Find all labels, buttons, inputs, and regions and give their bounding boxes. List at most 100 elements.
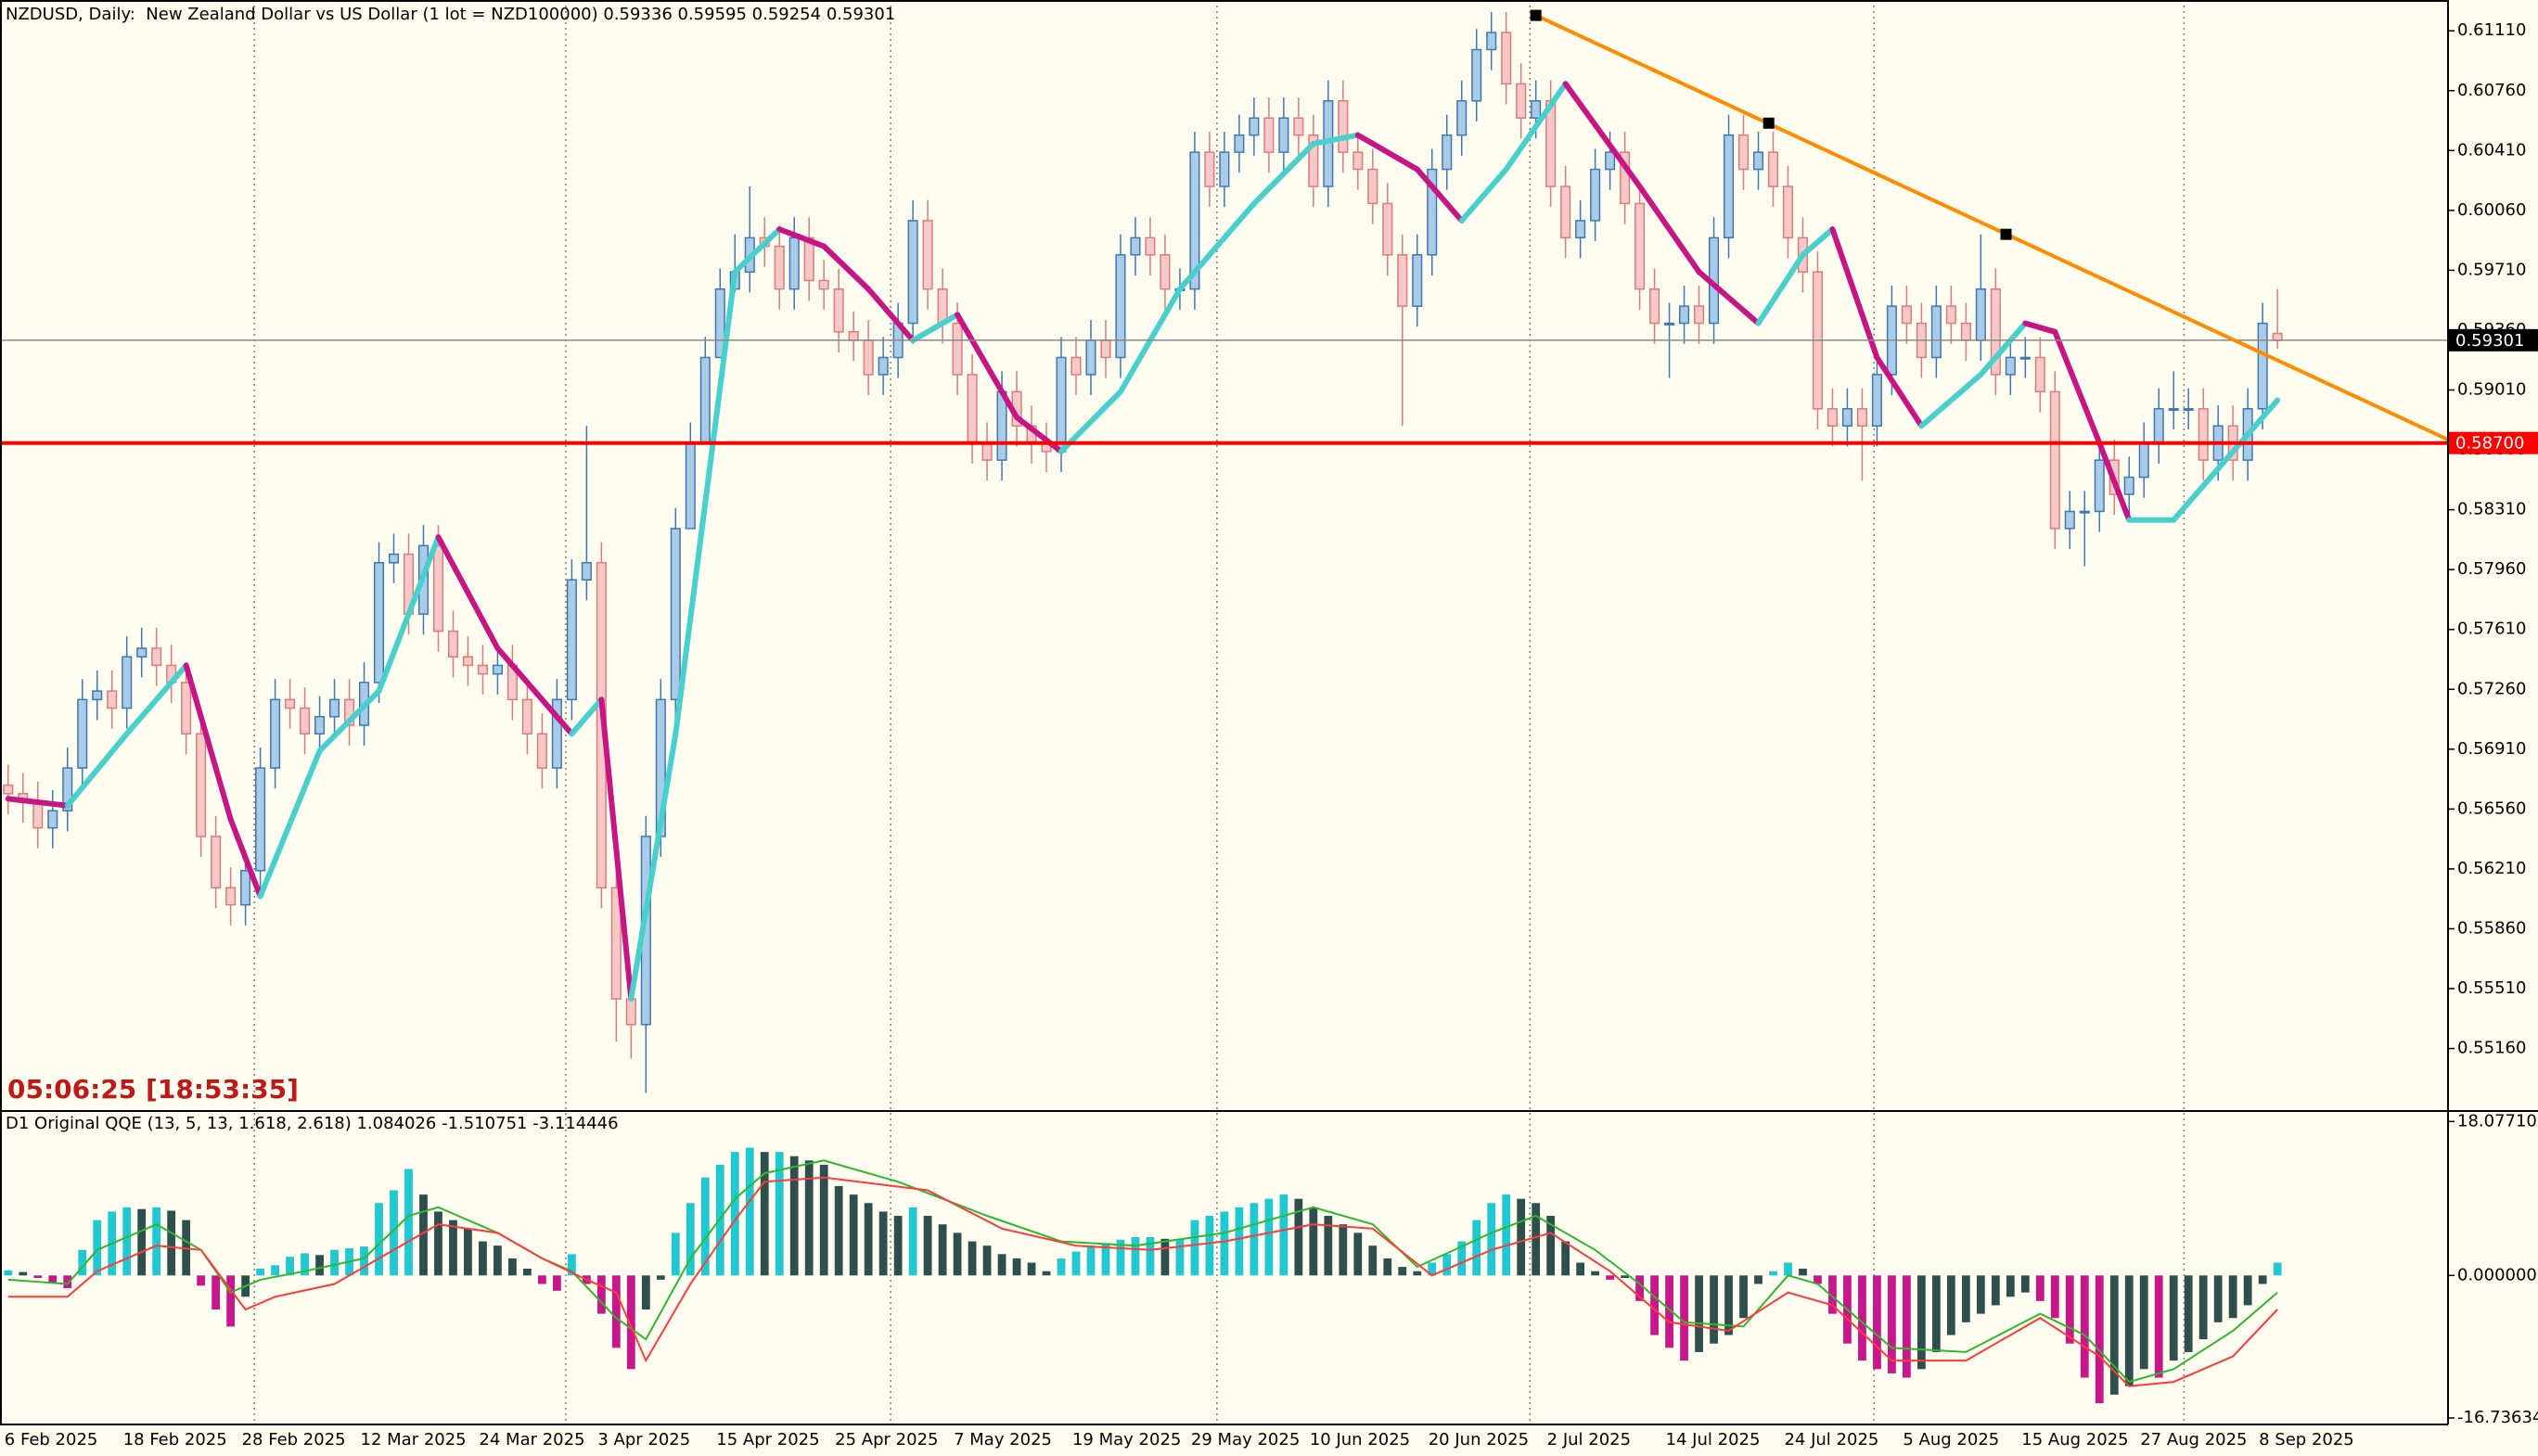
ma-segment [5, 796, 70, 809]
histogram-bar [2169, 1275, 2178, 1361]
candle-body [373, 562, 385, 683]
ma-segment [2022, 320, 2058, 335]
ma-segment [123, 662, 189, 737]
x-tick-label: 6 Feb 2025 [5, 1430, 98, 1450]
histogram-bar [1695, 1275, 1703, 1352]
candle-body [432, 544, 444, 632]
ma-segment [376, 534, 442, 695]
ma-segment [316, 688, 382, 754]
candle-body [1486, 32, 1497, 51]
histogram-bar [122, 1207, 132, 1276]
candle-body [47, 810, 58, 829]
histogram-bar [1487, 1203, 1496, 1276]
candle-body [1841, 408, 1852, 427]
candle-body [240, 870, 251, 906]
candle-body [3, 784, 14, 795]
candle-body [151, 647, 162, 667]
y-tick-label: 0.57610 [2457, 619, 2526, 639]
histogram-bar [301, 1253, 309, 1276]
histogram-bar [137, 1208, 147, 1276]
x-tick-label: 24 Jul 2025 [1784, 1430, 1878, 1450]
histogram-bar [1353, 1232, 1363, 1276]
x-tick-label: 15 Aug 2025 [2021, 1430, 2128, 1450]
candle-body [2034, 356, 2045, 393]
histogram-bar [596, 1275, 606, 1314]
histogram-bar [508, 1258, 517, 1276]
candle-body [1456, 100, 1468, 136]
ma-segment [821, 243, 872, 292]
histogram-bar [686, 1203, 695, 1276]
candle-body [1100, 339, 1111, 359]
y-tick-label: 0.56560 [2457, 798, 2526, 818]
candle-body [521, 698, 532, 734]
ma-segment [2171, 448, 2237, 523]
histogram-bar [1858, 1275, 1866, 1361]
candle-body [1930, 305, 1942, 359]
histogram-bar [1784, 1262, 1792, 1276]
histogram-bar [404, 1169, 413, 1276]
price-box [2449, 328, 2538, 351]
ma-segment [732, 226, 783, 275]
candle-body [1605, 151, 1616, 171]
y-tick-label: 0.59010 [2457, 380, 2526, 400]
histogram-bar [1517, 1198, 1526, 1276]
timer: 05:06:25 [18:53:35] [7, 1074, 299, 1105]
ma-segment [865, 286, 916, 344]
histogram-bar [1916, 1275, 1926, 1370]
candle-body [1531, 100, 1542, 120]
y-tick-label: 0.57960 [2457, 559, 2526, 579]
histogram-bar [611, 1275, 621, 1348]
layer-marks [0, 11, 2449, 1404]
candle-body [1382, 202, 1393, 256]
ma-segment [1696, 269, 1762, 326]
histogram-bar [1279, 1194, 1288, 1276]
histogram-bar [2095, 1275, 2104, 1404]
histogram-bar [1131, 1236, 1140, 1276]
histogram-bar [997, 1254, 1006, 1276]
histogram-bar [878, 1211, 888, 1276]
histogram-bar [626, 1275, 635, 1370]
histogram-bar [286, 1257, 294, 1276]
candle-body [1752, 151, 1764, 171]
histogram-bar [2243, 1275, 2252, 1306]
candle-body [848, 331, 859, 341]
candle-body [1975, 287, 1986, 341]
ma-segment [1874, 354, 1925, 429]
candle-body [2019, 356, 2031, 360]
histogram-bar [167, 1210, 176, 1276]
histogram-bar [834, 1185, 843, 1276]
trendline-anchor [2000, 228, 2012, 240]
candle-body [492, 664, 503, 675]
ma-segment [494, 645, 575, 737]
histogram-bar [1368, 1245, 1378, 1276]
y-tick-label: 0.58310 [2457, 500, 2526, 519]
histogram-bar [819, 1164, 828, 1276]
ma-segment [435, 534, 501, 652]
histogram-bar [226, 1275, 236, 1327]
candle-body [1427, 168, 1438, 256]
candle-body [2005, 356, 2016, 376]
histogram-bar [1739, 1275, 1748, 1319]
y-tick-label: 0.61110 [2457, 20, 2526, 40]
candle-body [1664, 322, 1675, 326]
histogram-bar [804, 1160, 814, 1276]
histogram-bar [1116, 1239, 1125, 1276]
histogram-bar [152, 1207, 161, 1276]
histogram-bar [1828, 1275, 1837, 1314]
histogram-bar [953, 1232, 962, 1276]
histogram-bar [1799, 1268, 1807, 1276]
ma-segment [1978, 320, 2029, 377]
histogram-bar [1976, 1275, 1985, 1314]
histogram-bar [1873, 1275, 1881, 1370]
ma-segment [183, 662, 234, 823]
candle-body [1471, 48, 1482, 102]
candle-body [1249, 117, 1260, 136]
ma-segment [1250, 140, 1316, 207]
candle-body [92, 690, 103, 701]
candle-body [77, 698, 88, 769]
ma-segment [673, 269, 738, 737]
ma-segment [1176, 200, 1257, 292]
ma-segment [64, 731, 130, 809]
candle-body [1620, 151, 1631, 205]
histogram-bar [78, 1249, 87, 1276]
